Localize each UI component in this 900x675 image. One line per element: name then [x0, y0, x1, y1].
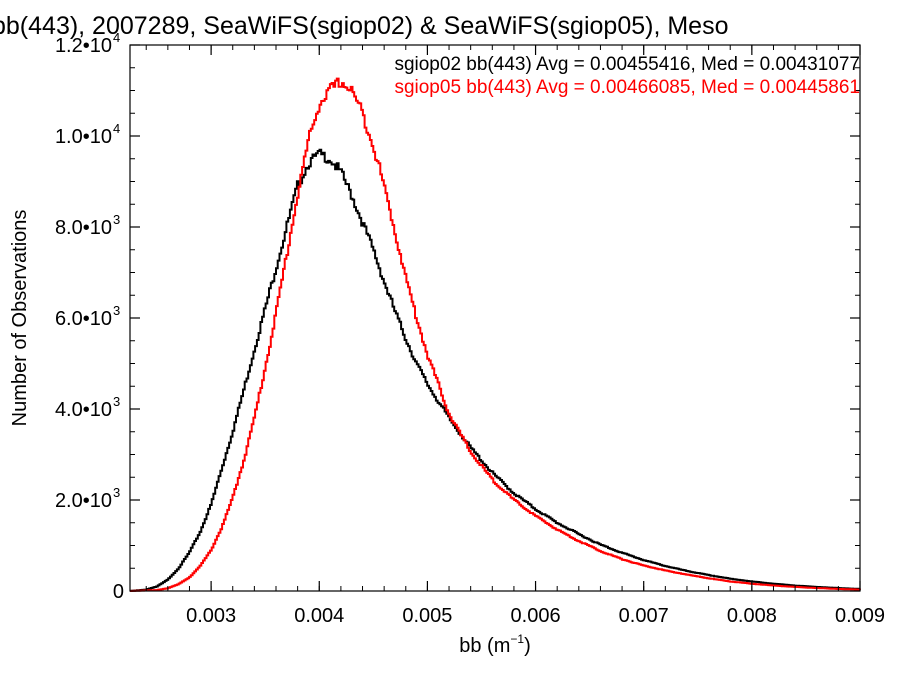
y-tick-label-sup: 4 — [113, 30, 120, 45]
y-tick-label: 4.0•10 — [55, 399, 112, 421]
x-axis-label: bb (m−1) — [459, 632, 530, 657]
x-tick-label: 0.005 — [402, 605, 452, 627]
plot-frame — [129, 44, 861, 592]
x-tick-label: 0.009 — [835, 605, 885, 627]
y-tick-label: 2.0•10 — [55, 490, 112, 512]
y-tick-label-sup: 3 — [113, 394, 120, 409]
y-tick-label-sup: 3 — [113, 212, 120, 227]
chart-title: bb(443), 2007289, SeaWiFS(sgiop02) & Sea… — [0, 12, 728, 40]
y-tick-label: 1.2•10 — [55, 35, 112, 57]
y-tick-label-base: 0 — [113, 581, 124, 603]
y-tick-label-base: 1.0•10 — [55, 126, 112, 148]
x-tick-label: 0.004 — [294, 605, 344, 627]
y-axis-label: Number of Observations — [9, 210, 31, 427]
y-tick-label-sup: 3 — [113, 303, 120, 318]
y-tick-label-sup: 4 — [113, 121, 120, 136]
y-tick-label: 6.0•10 — [55, 308, 112, 330]
plot-area — [129, 44, 861, 592]
y-tick-label-base: 6.0•10 — [55, 308, 112, 330]
series-line-1 — [130, 77, 861, 592]
x-axis: 0.003 0.004 0.005 0.006 0.007 0.008 0.009 — [145, 45, 885, 627]
x-axis-label-text: bb (m — [459, 635, 510, 657]
y-tick-label: 1.0•10 — [55, 126, 112, 148]
x-tick-label: 0.008 — [727, 605, 777, 627]
y-tick-label-sup: 3 — [113, 485, 120, 500]
y-tick-label-base: 1.2•10 — [55, 35, 112, 57]
y-tick-label-base: 2.0•10 — [55, 490, 112, 512]
x-axis-label-sup: −1 — [510, 632, 524, 646]
y-tick-label-base: 8.0•10 — [55, 217, 112, 239]
y-tick-label: 8.0•10 — [55, 217, 112, 239]
x-tick-label: 0.003 — [186, 605, 236, 627]
series-line-0 — [130, 148, 860, 592]
y-tick-label-base: 4.0•10 — [55, 399, 112, 421]
x-tick-label: 0.007 — [619, 605, 669, 627]
y-axis: 02.0•10 34.0•10 36.0•10 38.0•10 31.0•10 41.2•… — [55, 30, 860, 603]
x-tick-label: 0.006 — [511, 605, 561, 627]
x-axis-label-end: ) — [524, 635, 531, 657]
series-group — [130, 77, 861, 592]
legend-entry-sgiop02: sgiop02 bb(443) Avg = 0.00455416, Med = … — [394, 54, 860, 75]
y-tick-label: 0 — [113, 581, 124, 603]
legend-entry-sgiop05: sgiop05 bb(443) Avg = 0.00466085, Med = … — [394, 77, 860, 98]
